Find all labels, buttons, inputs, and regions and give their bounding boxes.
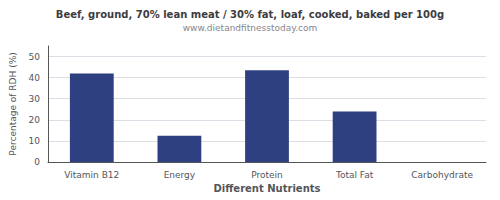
svg-text:30: 30 [29, 94, 41, 104]
svg-text:10: 10 [29, 136, 41, 146]
svg-text:Protein: Protein [251, 170, 283, 180]
svg-text:Vitamin B12: Vitamin B12 [64, 170, 119, 180]
svg-text:Percentage of RDH (%): Percentage of RDH (%) [8, 52, 18, 155]
svg-text:Different Nutrients: Different Nutrients [214, 183, 321, 194]
svg-text:www.dietandfitnesstoday.com: www.dietandfitnesstoday.com [183, 23, 318, 33]
svg-text:Total Fat: Total Fat [335, 170, 374, 180]
svg-text:20: 20 [29, 115, 41, 125]
svg-text:Carbohydrate: Carbohydrate [411, 170, 473, 180]
svg-text:Beef, ground, 70% lean meat /: Beef, ground, 70% lean meat / 30% fat, l… [56, 9, 444, 20]
svg-text:0: 0 [34, 157, 40, 167]
svg-text:50: 50 [29, 52, 41, 62]
svg-text:40: 40 [29, 73, 41, 83]
svg-text:Energy: Energy [164, 170, 196, 180]
